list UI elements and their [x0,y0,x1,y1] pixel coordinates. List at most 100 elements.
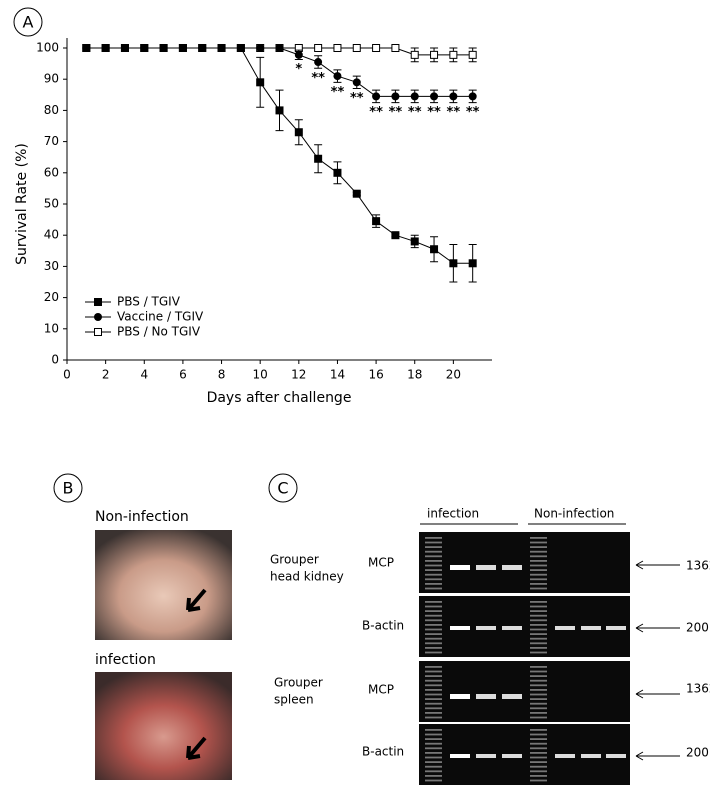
gel-band [476,754,496,758]
ladder-band [425,647,442,649]
size-label: 200 bp [686,621,710,635]
ladder-band [425,578,442,581]
ladder-band [425,587,442,590]
gel-band [450,565,470,570]
series-line [86,47,473,264]
marker [391,44,400,52]
ladder-band [530,605,547,608]
ladder-band [425,546,442,548]
legend-marker [94,298,102,306]
ladder-band [425,693,442,696]
marker [468,259,477,268]
x-tick-label: 2 [102,368,110,382]
panel-label: B [63,479,74,498]
gel-band [581,754,601,758]
ladder-band [530,738,547,740]
marker [314,154,323,163]
legend-marker [94,328,102,336]
gel-band [581,626,601,630]
y-tick-label: 70 [44,134,59,148]
photo-caption: Non-infection [95,509,189,525]
ladder-band [425,624,442,626]
ladder-band [425,770,442,773]
marker [410,50,419,59]
ladder-band [530,712,547,714]
y-tick-label: 40 [44,228,59,242]
ladder-band [425,550,442,553]
marker [120,44,129,52]
ladder-band [425,707,442,710]
arrow [635,560,680,570]
tissue-label: Grouper [270,553,319,567]
ladder-band [425,560,442,562]
marker [217,44,226,52]
ladder-band [530,779,547,782]
legend-marker [94,313,102,321]
ladder-band [425,747,442,750]
marker [314,58,323,67]
legend-label: PBS / No TGIV [117,325,201,339]
x-tick-label: 0 [63,368,71,382]
ladder-band [530,541,547,544]
ladder-band [530,550,547,553]
ladder-band [425,651,442,654]
ladder-band [530,546,547,548]
marker [314,44,323,52]
gel [419,532,630,593]
ladder-band [425,633,442,635]
ladder-band [425,601,442,603]
gel-band [450,694,470,699]
marker [101,44,110,52]
ladder-band [425,642,442,645]
y-tick-label: 30 [44,259,59,273]
ladder-band [425,610,442,612]
y-tick-label: 0 [51,353,59,367]
x-tick-label: 16 [368,368,383,382]
photo-caption: infection [95,652,156,668]
ladder-band [530,619,547,622]
ladder-band [530,628,547,631]
gel-band [502,565,522,570]
gene-label: MCP [368,683,394,697]
x-tick-label: 12 [291,368,306,382]
significance-label: ** [350,91,364,106]
marker [410,92,419,101]
marker [275,106,284,115]
ladder-band [425,761,442,763]
tissue-label: head kidney [270,570,344,584]
ladder-band [530,693,547,696]
ladder-band [530,601,547,603]
ladder-band [530,733,547,736]
x-tick-label: 6 [179,368,187,382]
panel-circle [53,473,83,503]
ladder-band [425,605,442,608]
ladder-band [425,752,442,754]
photo [95,672,232,780]
ladder-band [530,537,547,539]
marker [159,44,168,52]
marker [372,44,381,52]
marker [294,50,303,59]
group-label: Non-infection [534,507,614,521]
ladder-band [425,689,442,691]
ladder-band [530,679,547,682]
ladder-band [530,702,547,705]
marker [140,44,149,52]
y-tick-label: 10 [44,321,59,335]
ladder-band [425,765,442,768]
ladder-band [425,670,442,673]
gel-band [502,626,522,630]
ladder-band [530,564,547,567]
y-tick-label: 20 [44,290,59,304]
gel-band [606,626,626,630]
gene-label: MCP [368,556,394,570]
ladder-band [425,702,442,705]
x-tick-label: 20 [446,368,461,382]
ladder-band [425,619,442,622]
y-tick-label: 90 [44,72,59,86]
x-tick-label: 18 [407,368,422,382]
x-tick-label: 10 [253,368,268,382]
marker [468,92,477,101]
ladder-band [530,633,547,635]
